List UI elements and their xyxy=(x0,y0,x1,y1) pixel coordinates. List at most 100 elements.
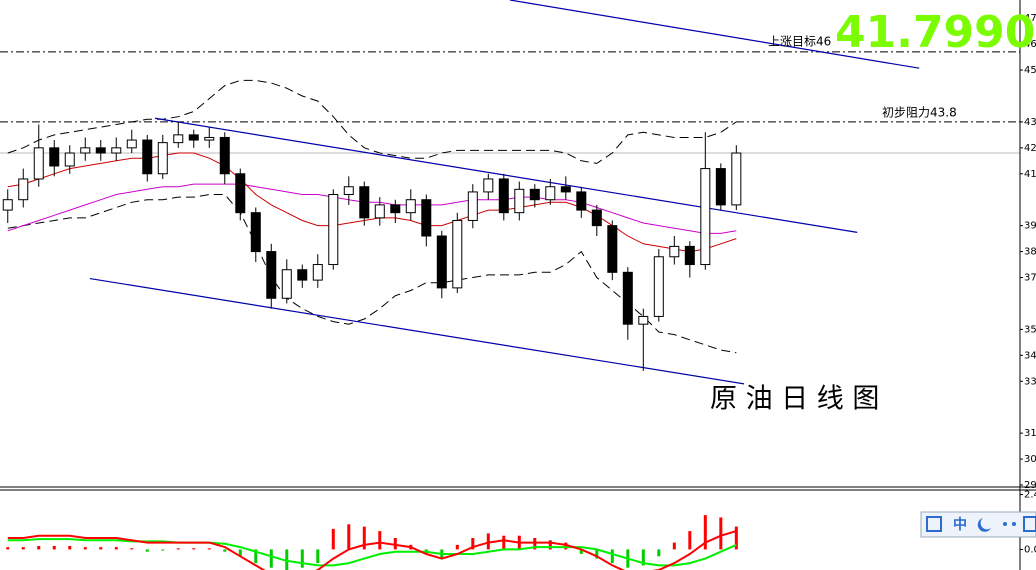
candle-body xyxy=(312,264,323,281)
macd-bar xyxy=(192,548,196,550)
y2-tick-label: 2.4 xyxy=(1024,490,1036,501)
y-tick-label: 30 xyxy=(1024,454,1036,465)
toolbar-icon[interactable] xyxy=(977,518,991,532)
macd-bar xyxy=(564,542,568,550)
candle-body xyxy=(498,178,509,214)
y-tick-label: 35 xyxy=(1024,324,1036,335)
candle-body xyxy=(638,315,649,325)
macd-bar xyxy=(83,547,87,550)
y-tick-label: 29 xyxy=(1024,480,1036,491)
level-text: 上涨目标46 xyxy=(768,34,831,49)
macd-dif xyxy=(7,530,737,570)
candle-body xyxy=(421,199,432,237)
lower-band xyxy=(7,194,737,354)
candle-body xyxy=(80,147,91,154)
macd-bar xyxy=(502,535,506,550)
axis: 29 30 31 33 34 35 37 38 39 41 42 43 45 46 47 0.0 2.4 xyxy=(1020,13,1036,555)
macd-bar xyxy=(734,526,738,550)
toolbar-icon[interactable] xyxy=(1012,522,1016,526)
y-tick-label: 37 xyxy=(1024,273,1036,284)
macd-bar xyxy=(114,547,118,550)
macd-bar xyxy=(595,549,599,559)
price-panel xyxy=(0,0,1020,385)
macd-bar xyxy=(316,549,320,564)
macd-bar xyxy=(641,549,645,566)
y-tick-label: 41 xyxy=(1024,169,1036,180)
macd-bar xyxy=(300,549,304,568)
candle-body xyxy=(219,136,230,175)
macd-bar xyxy=(471,538,475,550)
level-text: 初步阻力43.8 xyxy=(882,106,957,120)
macd-bar xyxy=(254,549,258,564)
macd-bar xyxy=(238,549,242,557)
candle-body xyxy=(173,134,184,144)
macd-bar xyxy=(21,547,25,550)
candle-body xyxy=(281,269,292,299)
candle-body xyxy=(452,219,463,289)
candle-body xyxy=(157,142,168,175)
trend-line xyxy=(154,117,858,233)
macd-bar xyxy=(99,547,103,550)
ma-long xyxy=(7,183,737,234)
macd-bar xyxy=(719,517,723,550)
candle-body xyxy=(328,194,339,266)
macd-bar xyxy=(68,546,72,550)
macd-bar xyxy=(533,538,537,550)
candle-body xyxy=(653,256,664,317)
candle-body xyxy=(405,199,416,214)
candle-body xyxy=(591,209,602,227)
candle-body xyxy=(95,147,106,154)
candle-body xyxy=(731,152,742,206)
candle-body xyxy=(390,204,401,214)
toolbar-icon[interactable] xyxy=(1003,522,1007,526)
candle-body xyxy=(700,168,711,266)
macd-bar xyxy=(161,549,165,551)
candle-body xyxy=(684,245,695,266)
y-tick-label: 39 xyxy=(1024,221,1036,232)
y-tick-label: 33 xyxy=(1024,376,1036,387)
candle-body xyxy=(188,134,199,141)
macd-bar xyxy=(362,526,366,550)
y-tick-label: 47 xyxy=(1024,13,1036,24)
candle-body xyxy=(235,173,246,214)
candle-body xyxy=(204,136,215,141)
candle-body xyxy=(64,152,75,167)
macd-bar xyxy=(331,528,335,550)
y-tick-label: 38 xyxy=(1024,247,1036,258)
macd-bar xyxy=(145,549,149,552)
candle-body xyxy=(560,186,571,193)
y-tick-label: 45 xyxy=(1024,65,1036,76)
macd-bar xyxy=(285,549,289,570)
toolbar-lang[interactable]: 中 xyxy=(953,516,967,533)
y-tick-label: 46 xyxy=(1024,39,1036,50)
macd-bar xyxy=(37,546,41,550)
macd-bar xyxy=(657,549,661,557)
macd-bar xyxy=(610,549,614,564)
candle-body xyxy=(483,178,494,193)
candle-body xyxy=(607,225,618,273)
candle-body xyxy=(126,139,137,149)
candle-body xyxy=(111,147,122,154)
candle-body xyxy=(2,199,13,211)
candle-body xyxy=(514,188,525,214)
toolbar-icon[interactable] xyxy=(926,516,942,532)
candle-body xyxy=(359,186,370,219)
macd-bar xyxy=(347,524,351,550)
macd-bar xyxy=(207,548,211,550)
candle-body xyxy=(374,204,385,219)
candle-body xyxy=(436,235,447,289)
candle-body xyxy=(576,191,587,211)
candle-body xyxy=(622,271,633,325)
toolbar: 中 xyxy=(920,511,1036,538)
trend-line xyxy=(509,0,920,69)
candle-body xyxy=(669,245,680,258)
toolbar-icon[interactable] xyxy=(1023,516,1036,532)
macd-bar xyxy=(176,548,180,550)
macd-bar xyxy=(486,533,490,550)
candle-body xyxy=(33,147,44,180)
macd-bar xyxy=(378,531,382,550)
candle-body xyxy=(250,212,261,253)
macd-bar xyxy=(703,515,707,550)
